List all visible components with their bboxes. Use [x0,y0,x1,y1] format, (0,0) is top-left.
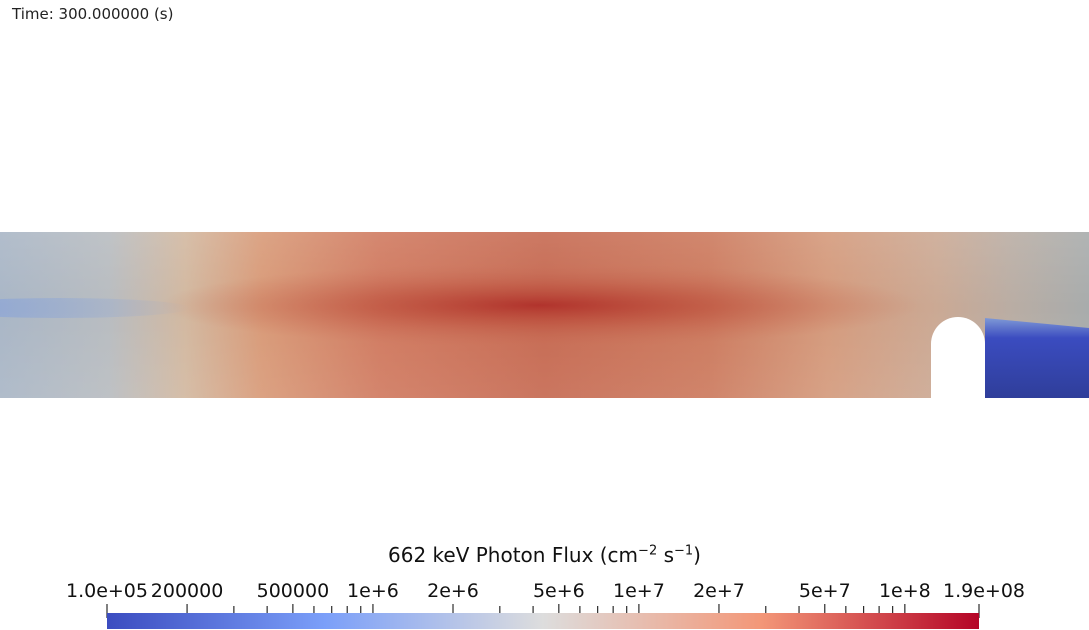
colorbar-tick-label: 1e+6 [347,580,399,602]
colorbar-tick-labels: 1.0e+05 200000 500000 1e+6 2e+6 5e+6 1e+7 2e+7 5… [66,580,1025,602]
colorbar-tick-label: 1e+7 [613,580,665,602]
colorbar-tick-label: 5e+6 [533,580,585,602]
flux-field-plot[interactable] [0,0,1089,420]
colorbar-tick-label: 2e+6 [427,580,479,602]
colorbar-tick-label: 500000 [257,580,330,602]
colorbar-tick-label: 1e+8 [879,580,931,602]
time-annotation: Time: 300.000000 (s) [12,5,174,23]
colorbar-tick-label: 2e+7 [693,580,745,602]
vertical-shading [0,232,1089,398]
shadow-region [985,318,1089,398]
colorbar[interactable]: 1.0e+05 200000 500000 1e+6 2e+6 5e+6 1e+7 2e+7 5… [0,570,1089,630]
colorbar-title: 662 keV Photon Flux (cm−2 s−1) [388,543,701,567]
colorbar-gradient[interactable] [107,613,979,629]
colorbar-tick-label: 1.0e+05 [66,580,148,602]
obstacle-cutout [931,317,985,398]
colorbar-tick-label: 1.9e+08 [943,580,1025,602]
colorbar-tick-label: 5e+7 [799,580,851,602]
colorbar-tick-label: 200000 [151,580,224,602]
